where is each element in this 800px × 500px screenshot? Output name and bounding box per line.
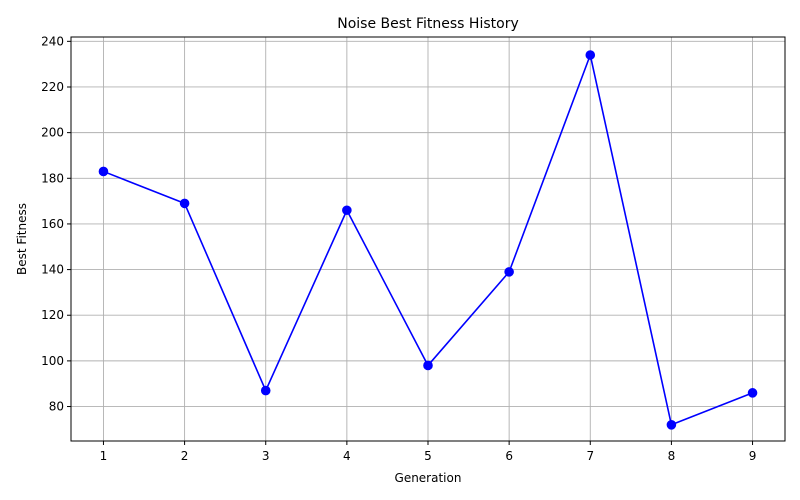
data-point xyxy=(179,198,190,209)
y-tick-label: 200 xyxy=(41,126,64,140)
grid xyxy=(71,37,785,441)
x-tick-label: 9 xyxy=(749,449,757,463)
x-tick-label: 4 xyxy=(343,449,351,463)
x-tick-label: 8 xyxy=(668,449,676,463)
data-point xyxy=(747,388,758,398)
x-tick-label: 3 xyxy=(262,449,270,463)
ticks: 1 2 3 4 5 6 7 8 9 80 100 120 140 160 180 200 220 240 xyxy=(41,34,756,463)
y-tick-label: 140 xyxy=(41,263,64,277)
y-tick-label: 240 xyxy=(41,34,64,48)
y-axis-label: Best Fitness xyxy=(15,203,29,275)
x-tick-label: 5 xyxy=(424,449,432,463)
data-point xyxy=(260,385,271,396)
data-point xyxy=(342,205,352,216)
data-point xyxy=(98,166,109,177)
y-tick-label: 80 xyxy=(49,400,64,414)
chart-title: Noise Best Fitness History xyxy=(337,16,518,32)
x-tick-label: 7 xyxy=(586,449,594,463)
y-tick-label: 160 xyxy=(41,217,64,231)
x-axis-label: Generation xyxy=(395,471,462,485)
x-tick-label: 2 xyxy=(181,449,189,463)
x-tick-label: 6 xyxy=(505,449,513,463)
data-point xyxy=(585,50,596,60)
y-tick-label: 120 xyxy=(41,308,64,322)
data-point xyxy=(666,419,677,430)
x-tick-label: 1 xyxy=(100,449,108,463)
series xyxy=(98,50,758,430)
y-tick-label: 220 xyxy=(41,80,64,94)
data-point xyxy=(423,360,433,371)
data-point xyxy=(504,267,514,277)
y-tick-label: 100 xyxy=(41,354,64,368)
y-tick-label: 180 xyxy=(41,171,64,185)
